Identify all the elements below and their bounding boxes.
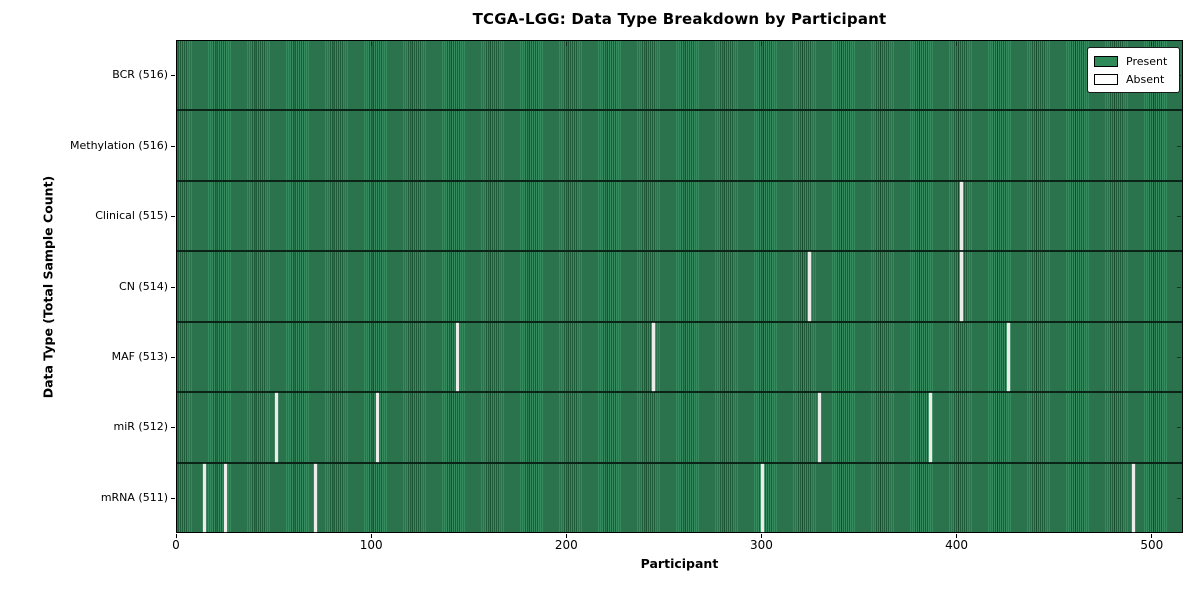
x-tick-mark-top — [956, 41, 958, 46]
row-divider — [177, 320, 1182, 323]
x-tick-label: 200 — [554, 538, 578, 552]
y-tick-mark-right — [1177, 497, 1181, 499]
x-tick-label: 100 — [359, 538, 383, 552]
x-tick-mark-top — [1151, 41, 1153, 46]
x-tick-label: 0 — [172, 538, 180, 552]
y-tick-mark — [171, 75, 175, 77]
row-divider — [177, 461, 1182, 464]
absent-mark-miR-51 — [275, 393, 278, 462]
absent-mark-miR-329 — [817, 393, 821, 462]
x-tick-mark — [565, 533, 567, 538]
y-tick-mark-right — [1177, 216, 1181, 218]
y-tick-label: miR (512) — [113, 420, 169, 434]
row-divider — [177, 179, 1182, 182]
plot-area — [176, 40, 1183, 533]
y-tick-label: BCR (516) — [112, 68, 168, 82]
absent-mark-miR-103 — [376, 393, 380, 462]
x-tick-mark — [1151, 533, 1153, 538]
absent-mark-mRNA-300 — [760, 463, 764, 532]
x-tick-label: 500 — [1140, 538, 1164, 552]
x-tick-mark — [760, 533, 762, 538]
y-tick-mark — [171, 497, 175, 499]
y-tick-mark — [171, 145, 175, 147]
row-divider — [177, 250, 1182, 253]
legend-entry-present: Present — [1094, 54, 1173, 68]
absent-mark-miR-386 — [928, 393, 932, 462]
legend-label: Absent — [1126, 72, 1165, 86]
legend-entry-absent: Absent — [1094, 72, 1173, 86]
chart-title: TCGA-LGG: Data Type Breakdown by Partici… — [472, 10, 887, 28]
absent-mark-MAF-244 — [651, 322, 655, 392]
y-tick-mark-right — [1177, 356, 1181, 358]
row-divider — [177, 109, 1182, 112]
absent-mark-CN-402 — [959, 252, 963, 321]
y-tick-mark — [171, 356, 175, 358]
absent-mark-MAF-426 — [1006, 322, 1010, 392]
y-tick-mark-right — [1177, 427, 1181, 429]
x-tick-mark-top — [760, 41, 762, 46]
legend: Present Absent — [1087, 47, 1180, 93]
absent-mark-mRNA-25 — [224, 463, 228, 532]
y-tick-mark-right — [1177, 286, 1181, 288]
legend-label: Present — [1126, 54, 1168, 68]
y-tick-mark-right — [1177, 145, 1181, 147]
absent-mark-Clinical-402 — [959, 181, 963, 251]
y-tick-mark — [171, 216, 175, 218]
x-axis-label: Participant — [640, 556, 719, 571]
y-tick-label: mRNA (511) — [100, 490, 168, 504]
x-tick-mark — [175, 533, 177, 538]
absent-mark-MAF-144 — [456, 322, 460, 392]
y-tick-label: Clinical (515) — [95, 209, 168, 223]
x-tick-mark-top — [370, 41, 372, 46]
x-tick-mark — [956, 533, 958, 538]
y-tick-mark — [171, 286, 175, 288]
y-tick-label: CN (514) — [119, 279, 168, 293]
absent-mark-mRNA-14 — [202, 463, 206, 532]
row-divider — [177, 391, 1182, 394]
x-tick-label: 400 — [945, 538, 969, 552]
absent-mark-mRNA-490 — [1131, 463, 1135, 532]
legend-swatch-icon — [1094, 55, 1118, 67]
y-tick-label: Methylation (516) — [70, 138, 168, 152]
x-tick-mark-top — [565, 41, 567, 46]
x-tick-mark — [370, 533, 372, 538]
absent-mark-CN-324 — [807, 252, 811, 321]
legend-swatch-icon — [1094, 73, 1118, 85]
absent-mark-mRNA-71 — [314, 463, 318, 532]
x-tick-mark-top — [175, 41, 177, 46]
y-tick-label: MAF (513) — [111, 349, 168, 363]
y-tick-mark — [171, 427, 175, 429]
x-tick-label: 300 — [750, 538, 773, 552]
